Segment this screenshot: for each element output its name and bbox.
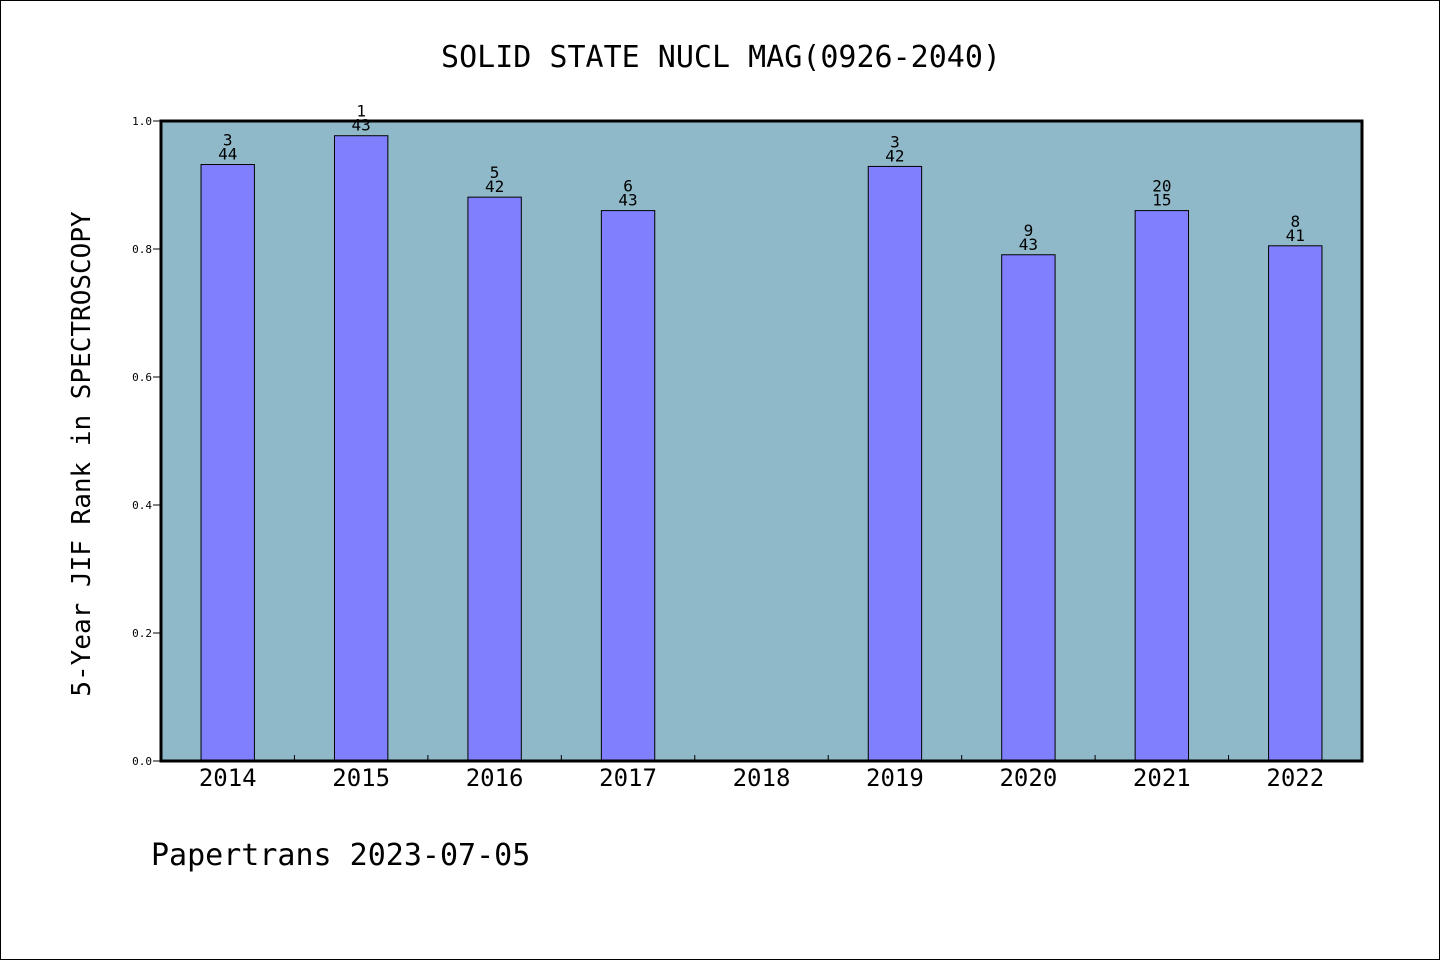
y-tick-label-0: 0.0 — [132, 755, 152, 768]
y-tick-label-2: 0.4 — [132, 499, 152, 512]
bar-label-rank-2014: 3 — [223, 131, 233, 150]
bar-2016 — [467, 196, 522, 762]
bar-2020 — [1001, 254, 1056, 762]
bar-label-total-2019: 42 — [885, 146, 904, 165]
x-tick-label-1: 2015 — [332, 764, 390, 792]
bar-label-rank-2020: 9 — [1024, 221, 1034, 240]
bar-2019 — [867, 165, 923, 762]
footer-text: Papertrans 2023-07-05 — [151, 838, 530, 873]
bar-label-total-2015: 43 — [352, 116, 371, 135]
y-tick-label-1: 0.2 — [132, 627, 152, 640]
bar-label-rank-2015: 1 — [356, 102, 366, 121]
bar-label-total-2022: 41 — [1286, 226, 1305, 245]
bar-label-rank-2021: 20 — [1152, 177, 1171, 196]
bar-label-total-2017: 43 — [618, 191, 637, 210]
bar-2021 — [1134, 210, 1190, 762]
x-tick-label-6: 2020 — [999, 764, 1057, 792]
x-tick-label-2: 2016 — [466, 764, 524, 792]
bar-label-rank-2017: 6 — [623, 177, 633, 196]
plot-border — [159, 119, 1364, 763]
y-axis-label: 5-Year JIF Rank in SPECTROSCOPY — [67, 211, 97, 697]
bar-label-rank-2019: 3 — [890, 132, 900, 151]
x-tick-label-0: 2014 — [199, 764, 257, 792]
bar-2015 — [333, 135, 389, 762]
bar-2014 — [200, 164, 255, 762]
x-tick-label-4: 2018 — [733, 764, 791, 792]
bar-label-total-2016: 42 — [485, 177, 504, 196]
bar-2022 — [1268, 245, 1323, 762]
bar-label-rank-2022: 8 — [1290, 212, 1300, 231]
bar-label-total-2021: 15 — [1152, 191, 1171, 210]
chart-title: SOLID STATE NUCL MAG(0926-2040) — [441, 40, 1001, 75]
x-tick-label-3: 2017 — [599, 764, 657, 792]
bar-2017 — [600, 210, 656, 762]
x-tick-label-8: 2022 — [1266, 764, 1324, 792]
bar-label-rank-2016: 5 — [490, 163, 500, 182]
x-tick-label-5: 2019 — [866, 764, 924, 792]
bar-label-total-2014: 44 — [218, 145, 237, 164]
y-tick-label-4: 0.8 — [132, 243, 152, 256]
x-tick-label-7: 2021 — [1133, 764, 1191, 792]
y-tick-label-5: 1.0 — [132, 115, 152, 128]
y-tick-label-3: 0.6 — [132, 371, 152, 384]
bar-label-total-2020: 43 — [1019, 235, 1038, 254]
